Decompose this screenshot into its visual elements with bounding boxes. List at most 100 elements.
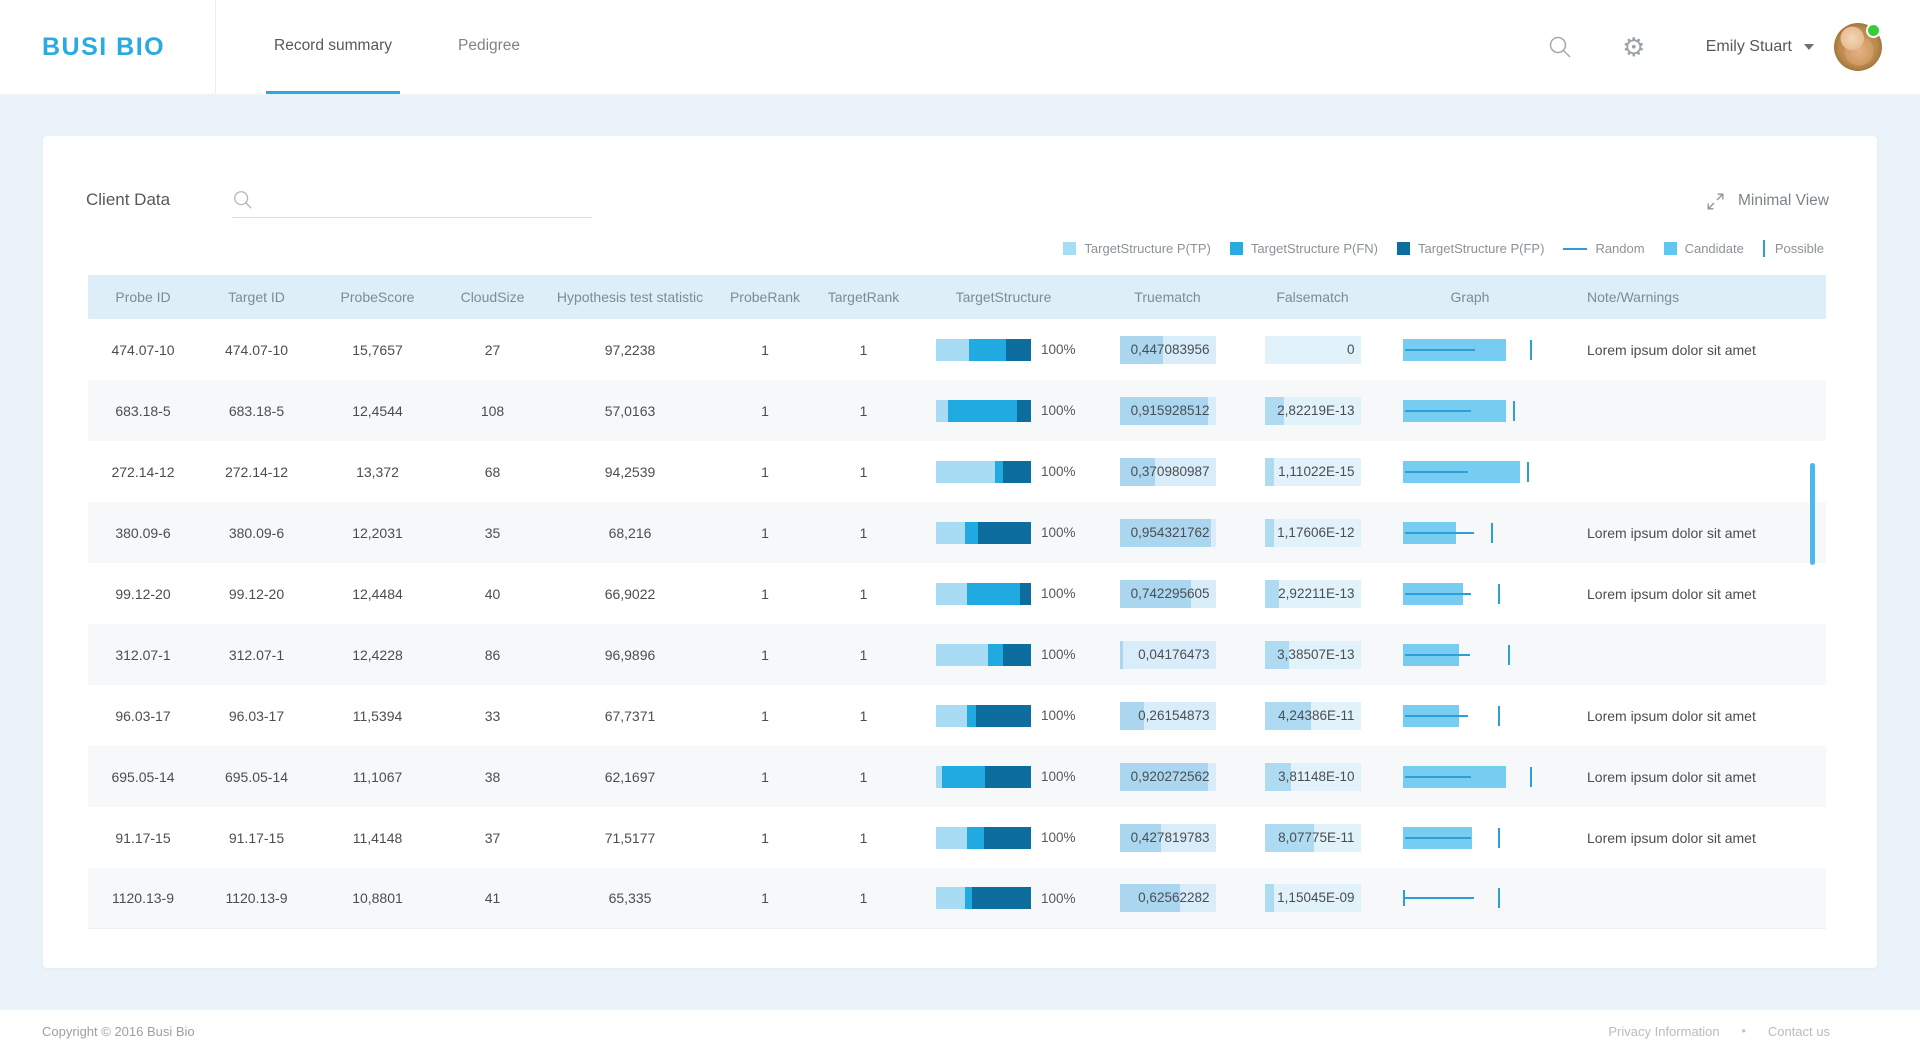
truematch-cell-value: 0,742295605 — [1130, 585, 1210, 601]
graph-mini-chart — [1403, 336, 1553, 364]
user-name[interactable]: Emily Stuart — [1705, 38, 1792, 55]
target-structure-cell: 100% — [912, 563, 1095, 624]
column-header[interactable]: Hypothesis test statistic — [556, 289, 704, 305]
table-row[interactable]: 91.17-15 91.17-15 11,4148 37 71,5177 1 1 100% 0,… — [88, 807, 1826, 868]
cloud-size-cell: 37 — [484, 829, 501, 846]
table-row[interactable]: 99.12-20 99.12-20 12,4484 40 66,9022 1 1 100% 0,… — [88, 563, 1826, 624]
column-header[interactable]: ProbeScore — [340, 289, 415, 305]
structure-percent-label: 100% — [1041, 464, 1076, 479]
table-row[interactable]: 474.07-10 474.07-10 15,7657 27 97,2238 1 1 100%… — [88, 319, 1826, 380]
hypothesis-cell: 66,9022 — [604, 585, 656, 602]
truematch-cell-fill — [1119, 396, 1208, 425]
tab-record-summary[interactable]: Record summary — [266, 0, 400, 94]
graph-cell — [1385, 807, 1555, 868]
target-structure-cell: 100% — [912, 380, 1095, 441]
note-cell: Lorem ipsum dolor sit amet — [1587, 585, 1756, 602]
truematch-cell-value: 0,62562282 — [1138, 890, 1210, 905]
target-rank-cell: 1 — [859, 341, 868, 358]
column-header[interactable]: CloudSize — [460, 289, 525, 305]
falsematch-cell-fill — [1264, 823, 1315, 852]
table-row[interactable]: 695.05-14 695.05-14 11,1067 38 62,1697 1 1 100%… — [88, 746, 1826, 807]
falsematch-cell-box: 8,07775E-11 — [1264, 823, 1361, 852]
chevron-down-icon[interactable] — [1804, 44, 1814, 50]
structure-percent-label: 100% — [1041, 890, 1076, 906]
falsematch-cell-value: 2,82219E-13 — [1277, 402, 1355, 418]
structure-percent-label: 100% — [1041, 830, 1076, 845]
target-structure-cell: 100% — [912, 319, 1095, 380]
hypothesis-cell: 67,7371 — [604, 707, 656, 724]
structure-segment-fp — [977, 521, 1031, 544]
note-cell: Lorem ipsum dolor sit amet — [1587, 341, 1756, 358]
falsematch-cell: 1,17606E-12 — [1240, 502, 1385, 563]
probe-rank-cell: 1 — [761, 646, 769, 663]
column-header[interactable]: TargetStructure — [955, 289, 1052, 305]
target-rank-cell: 1 — [859, 829, 868, 846]
column-header[interactable]: Graph — [1450, 289, 1490, 305]
tab-pedigree[interactable]: Pedigree — [450, 0, 528, 94]
structure-segment-fp — [984, 826, 1031, 849]
column-header[interactable]: Truematch — [1134, 289, 1201, 305]
probe-id-cell: 474.07-10 — [111, 341, 175, 358]
target-structure-bar — [936, 704, 1031, 727]
falsematch-cell-fill — [1264, 762, 1292, 791]
falsematch-cell-fill — [1264, 579, 1279, 608]
legend-item: TargetStructure P(FN) — [1229, 241, 1378, 256]
graph-cell — [1385, 685, 1555, 746]
column-header[interactable]: ProbeRank — [729, 289, 801, 305]
column-header[interactable]: Probe ID — [115, 289, 171, 305]
column-header[interactable]: Falsematch — [1276, 289, 1349, 305]
note-cell — [1555, 441, 1826, 502]
column-header[interactable]: Target ID — [228, 289, 285, 305]
falsematch-cell-fill — [1264, 884, 1275, 912]
falsematch-cell: 8,07775E-11 — [1240, 807, 1385, 868]
table-row[interactable]: 380.09-6 380.09-6 12,2031 35 68,216 1 1 100% 0,9… — [88, 502, 1826, 563]
structure-segment-fn — [994, 460, 1004, 483]
falsematch-cell: 1,15045E-09 — [1240, 868, 1385, 928]
falsematch-cell: 1,11022E-15 — [1240, 441, 1385, 502]
falsematch-cell-box: 3,81148E-10 — [1264, 762, 1361, 791]
truematch-cell-fill — [1119, 762, 1208, 791]
privacy-link[interactable]: Privacy Information — [1608, 1023, 1720, 1039]
search-input[interactable] — [268, 194, 593, 211]
target-id-cell: 380.09-6 — [228, 524, 285, 541]
search-icon[interactable] — [1546, 33, 1574, 61]
truematch-cell-fill — [1119, 335, 1163, 364]
target-id-cell: 312.07-1 — [228, 646, 285, 663]
app-logo-text: BUSI BIO — [42, 32, 166, 61]
column-header[interactable]: TargetRank — [827, 289, 900, 305]
contact-link[interactable]: Contact us — [1767, 1023, 1830, 1039]
minimal-view-toggle[interactable]: Minimal View — [1707, 192, 1829, 218]
structure-segment-tp — [936, 338, 970, 361]
truematch-cell-value: 0,427819783 — [1130, 829, 1210, 845]
truematch-cell-fill — [1119, 457, 1156, 486]
vertical-scrollbar[interactable] — [1810, 463, 1815, 565]
hypothesis-cell: 62,1697 — [604, 768, 656, 785]
table-search[interactable] — [232, 189, 593, 218]
app-logo[interactable]: BUSI BIO — [0, 0, 215, 94]
table-row[interactable]: 1120.13-9 1120.13-9 10,8801 41 65,335 1 1 100% 0… — [88, 868, 1826, 929]
avatar[interactable] — [1834, 23, 1882, 71]
random-line — [1405, 836, 1471, 839]
copyright-text: Copyright © 2016 Busi Bio — [42, 1023, 195, 1039]
target-rank-cell: 1 — [859, 646, 868, 663]
minimal-view-label: Minimal View — [1737, 192, 1829, 209]
target-rank-cell: 1 — [859, 768, 868, 785]
legend-swatch-square — [1397, 242, 1410, 255]
truematch-cell-box: 0,954321762 — [1119, 518, 1216, 547]
table-row[interactable]: 272.14-12 272.14-12 13,372 68 94,2539 1 1 100% 0… — [88, 441, 1826, 502]
probe-rank-cell: 1 — [761, 463, 769, 480]
cloud-size-cell: 41 — [484, 890, 501, 906]
structure-segment-fn — [967, 826, 985, 849]
column-header[interactable]: Note/Warnings — [1587, 289, 1680, 305]
legend-label: Possible — [1774, 241, 1824, 256]
gear-icon[interactable]: ⚙ — [1622, 32, 1646, 62]
structure-segment-fn — [948, 399, 1017, 422]
truematch-cell: 0,915928512 — [1095, 380, 1240, 441]
note-cell: Lorem ipsum dolor sit amet — [1587, 768, 1756, 785]
falsematch-cell-value: 3,38507E-13 — [1277, 646, 1355, 662]
table-row[interactable]: 96.03-17 96.03-17 11,5394 33 67,7371 1 1 100% 0,… — [88, 685, 1826, 746]
table-row[interactable]: 312.07-1 312.07-1 12,4228 86 96,9896 1 1 100% 0,… — [88, 624, 1826, 685]
target-structure-bar — [936, 582, 1031, 605]
table-row[interactable]: 683.18-5 683.18-5 12,4544 108 57,0163 1 1 100% 0… — [88, 380, 1826, 441]
topbar-right-area: ⚙ Emily Stuart — [1546, 0, 1920, 94]
